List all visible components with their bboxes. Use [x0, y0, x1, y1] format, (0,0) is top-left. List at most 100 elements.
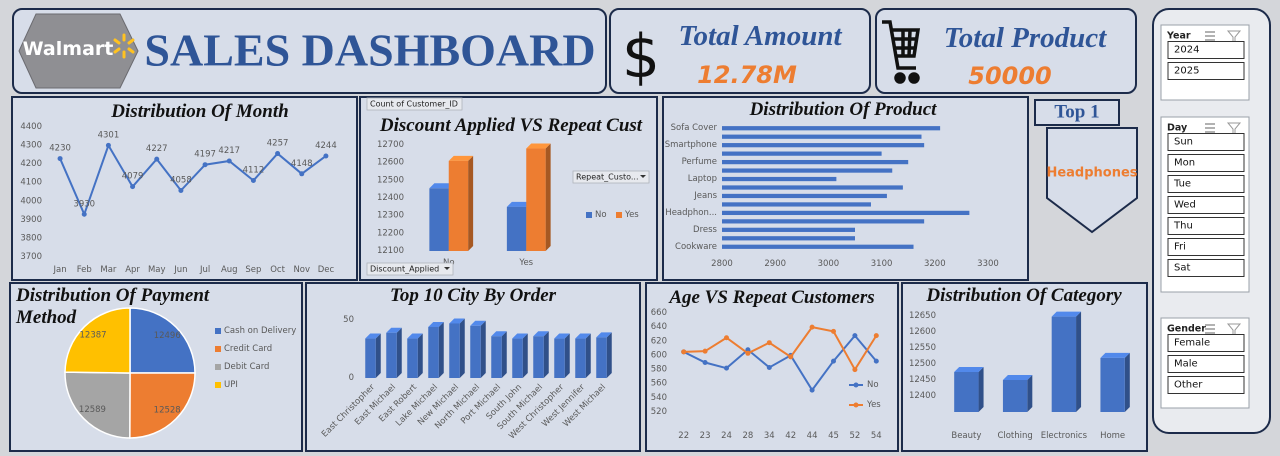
- bar: [506, 206, 527, 251]
- bar-top: [1051, 311, 1082, 317]
- bar: [512, 338, 523, 378]
- top-title-box: [1034, 99, 1120, 126]
- x-tick-label: 52: [849, 431, 860, 441]
- field-button[interactable]: [366, 97, 463, 111]
- slicer-item[interactable]: [1167, 62, 1245, 80]
- bar-side: [1027, 375, 1033, 412]
- slicer-item[interactable]: [1167, 154, 1245, 172]
- bar-top: [449, 318, 465, 324]
- bar-side: [1076, 311, 1082, 412]
- x-tick-label: Aug: [221, 265, 238, 275]
- top-value: Headphones: [1046, 166, 1137, 181]
- legend-swatch: [616, 212, 622, 218]
- legend-label: Cash on Delivery: [224, 326, 296, 336]
- legend-swatch: [215, 382, 221, 388]
- x-tick-label: 45: [828, 431, 839, 441]
- point: [745, 347, 751, 353]
- y-tick-label: 4400: [20, 122, 42, 132]
- slicer-item[interactable]: [1167, 238, 1245, 256]
- bar-top: [596, 332, 612, 338]
- multi-select-icon[interactable]: [1205, 123, 1215, 133]
- data-label: 12528: [154, 405, 181, 415]
- slicer-item[interactable]: [1167, 355, 1245, 373]
- slicer-item[interactable]: [1167, 334, 1245, 352]
- y-tick-label: Sofa Cover: [671, 123, 718, 133]
- y-tick-label: 660: [651, 308, 667, 318]
- dashboard-title: SALES DASHBOARD: [144, 25, 595, 76]
- kpi-panel: [609, 8, 871, 94]
- pie-slice: [64, 307, 131, 374]
- slicer-item[interactable]: [1167, 259, 1245, 277]
- bar: [722, 244, 914, 249]
- x-tick-label: Apr: [125, 265, 140, 275]
- chart-title: Age VS Repeat Customers: [669, 287, 875, 308]
- bar: [575, 338, 586, 378]
- dropdown-arrow[interactable]: [444, 267, 450, 270]
- bar: [722, 134, 922, 139]
- legend-label: No: [595, 210, 607, 220]
- bar-side: [543, 331, 549, 378]
- bar-side: [438, 321, 444, 378]
- point: [299, 171, 305, 177]
- y-tick-label: 640: [651, 322, 667, 332]
- line: [683, 334, 878, 392]
- slicer-item[interactable]: [1167, 175, 1245, 193]
- bar-side: [564, 333, 570, 378]
- bar-side: [417, 333, 423, 378]
- bar-side: [585, 333, 591, 378]
- multi-select-icon[interactable]: [1205, 31, 1215, 41]
- bar: [449, 323, 460, 378]
- bar: [722, 236, 855, 241]
- kpi-value: 50000: [968, 62, 1052, 90]
- field-button[interactable]: [366, 262, 454, 276]
- slicer-title: Year: [1166, 31, 1191, 42]
- y-tick-label: Smartphone: [665, 140, 717, 150]
- point: [724, 365, 729, 371]
- slicer-item[interactable]: [1167, 41, 1245, 59]
- legend-label: Yes: [624, 210, 639, 220]
- bar-side: [545, 143, 551, 251]
- field-button[interactable]: [572, 170, 650, 184]
- bar: [407, 338, 418, 378]
- y-tick-label: 12700: [377, 140, 404, 150]
- dropdown-arrow[interactable]: [640, 175, 646, 178]
- x-tick-label: May: [148, 265, 166, 275]
- slicer-item[interactable]: [1167, 217, 1245, 235]
- slicer-item[interactable]: [1167, 196, 1245, 214]
- x-tick-label: Yes: [518, 258, 533, 268]
- bar-top: [554, 333, 570, 339]
- point: [105, 142, 111, 148]
- point: [873, 333, 879, 339]
- y-tick-label: 4000: [20, 196, 42, 206]
- x-tick-label: Electronics: [1041, 431, 1088, 441]
- bar: [596, 337, 607, 378]
- y-tick-label: 560: [651, 379, 667, 389]
- multi-select-icon[interactable]: [1205, 324, 1215, 334]
- kpi-value: 12.78M: [697, 61, 797, 89]
- bar-side: [1124, 352, 1130, 412]
- slicer-item-label: Sun: [1174, 137, 1193, 148]
- slicer-title: Day: [1167, 123, 1188, 134]
- data-label: 4112: [243, 165, 265, 175]
- legend-label: UPI: [224, 380, 238, 390]
- kpi-panel: [875, 8, 1137, 94]
- y-tick-label: 12500: [909, 359, 936, 369]
- field-button-label: Count of Customer_ID: [370, 100, 458, 109]
- bar: [722, 151, 882, 156]
- point: [702, 360, 708, 365]
- y-tick-label: 3800: [20, 233, 42, 243]
- data-label: 4058: [170, 176, 192, 186]
- slicer-item[interactable]: [1167, 133, 1245, 151]
- legend-swatch: [586, 212, 592, 218]
- x-tick-label: Beauty: [951, 431, 981, 441]
- bar: [722, 219, 925, 224]
- legend-swatch: [215, 364, 221, 370]
- x-tick-label: 54: [871, 431, 882, 441]
- slicer-item[interactable]: [1167, 376, 1245, 394]
- line: [683, 326, 878, 372]
- x-tick-label: Jul: [199, 265, 210, 275]
- bar: [722, 227, 855, 232]
- logo-spark: [113, 33, 135, 59]
- y-tick-label: Headphon...: [665, 208, 717, 218]
- bar-top: [470, 320, 486, 326]
